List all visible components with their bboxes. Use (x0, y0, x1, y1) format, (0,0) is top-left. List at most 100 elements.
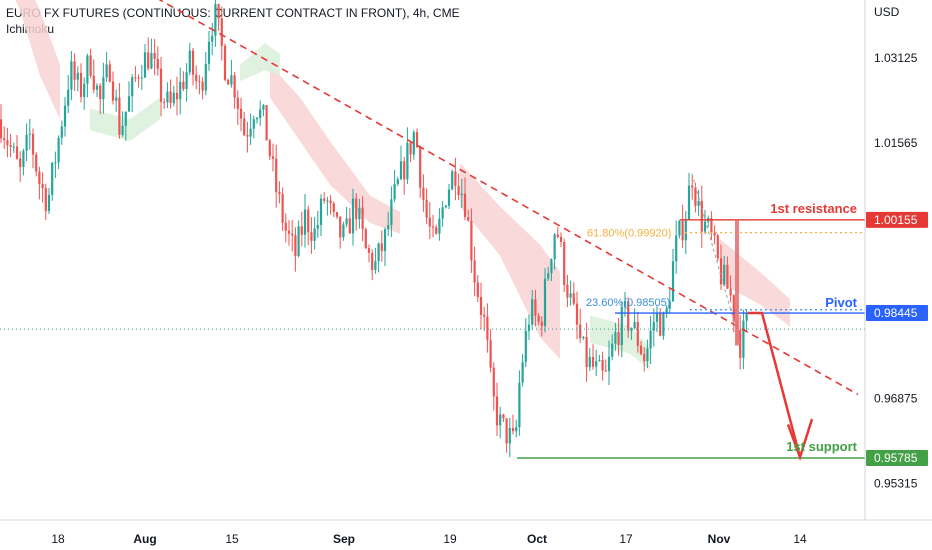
candle-body (521, 362, 524, 383)
pivot-name: Pivot (825, 295, 857, 310)
candle-body (207, 41, 211, 64)
candle-body (367, 248, 371, 253)
candle-body (89, 55, 92, 76)
candle-body (105, 64, 108, 78)
candle-body (476, 282, 479, 298)
candle-body (684, 219, 687, 241)
candle-body (259, 109, 262, 119)
candle-body (83, 83, 86, 97)
candle-body (227, 79, 230, 85)
candle-body (278, 191, 281, 195)
candle-body (726, 264, 729, 289)
candle-body (239, 108, 243, 119)
candle-body (95, 85, 99, 90)
candle-body (646, 348, 649, 362)
candle-body (355, 198, 358, 220)
ichimoku-cloud (15, 0, 790, 370)
candle-body (745, 313, 748, 321)
candle-body (547, 273, 550, 279)
candle-body (195, 74, 198, 81)
candle-body (623, 301, 627, 307)
candle-body (502, 414, 505, 419)
trendline (158, 0, 859, 396)
candle-body (585, 336, 588, 368)
candle-body (473, 260, 476, 283)
candle-body (31, 133, 35, 155)
candle-body (291, 233, 294, 236)
candle-body (262, 105, 265, 110)
candle-body (102, 77, 105, 100)
candle-body (435, 227, 438, 234)
pivot-tag (866, 305, 928, 322)
candle-body (76, 72, 79, 80)
candle-body (230, 75, 233, 85)
candle-body (639, 345, 643, 355)
candle-body (377, 243, 380, 262)
candle-body (633, 321, 636, 329)
candle-body (185, 72, 188, 89)
candle-body (143, 52, 147, 78)
candle-body (175, 92, 179, 100)
candle-body (60, 126, 63, 138)
candle-body (118, 97, 121, 135)
candle-body (38, 171, 41, 185)
candle-body (134, 77, 137, 79)
candle-body (54, 162, 57, 164)
candle-body (454, 171, 457, 186)
candle-body (233, 75, 236, 98)
candle-body (566, 284, 569, 298)
candle-body (319, 198, 323, 225)
support-name: 1st support (786, 439, 857, 454)
x-tick-label: Oct (527, 532, 547, 546)
candle-body (15, 146, 19, 159)
candle-body (316, 224, 319, 229)
candle-body (556, 234, 559, 237)
candle-body (665, 308, 668, 314)
projection-arrow (748, 311, 802, 458)
candle-body (339, 216, 342, 238)
candle-body (361, 207, 364, 230)
candle-body (444, 205, 447, 208)
resistance-value: 1.00155 (874, 213, 918, 227)
candle-body (531, 299, 534, 325)
candle-body (675, 235, 678, 262)
candle-body (550, 259, 553, 274)
candle-body (598, 360, 601, 362)
candle-body (323, 198, 326, 201)
candle-body (329, 200, 332, 204)
candle-body (428, 217, 431, 227)
candle-body (265, 105, 268, 141)
candle-body (335, 212, 339, 217)
candle-body (332, 203, 335, 213)
candle-body (6, 140, 9, 146)
y-tick-label: 0.95315 (874, 477, 918, 491)
candle-body (403, 161, 406, 180)
candle-body (374, 261, 377, 270)
candle-body (422, 187, 425, 200)
candle-body (710, 218, 713, 233)
candle-body (70, 61, 73, 90)
candle-body (284, 222, 287, 231)
candle-body (268, 140, 271, 157)
cloud-bull-1 (240, 42, 280, 82)
candle-body (742, 320, 745, 358)
candle-body (563, 241, 566, 285)
candle-body (553, 234, 556, 260)
x-tick-label: 18 (51, 532, 65, 546)
candle-body (636, 321, 639, 346)
candle-body (390, 199, 393, 226)
candle-body (415, 132, 419, 148)
candle-body (22, 150, 25, 168)
candle-body (47, 194, 51, 211)
candle-body (659, 312, 662, 336)
candle-body (140, 77, 143, 79)
candle-body (607, 356, 611, 372)
x-tick-label: 14 (793, 532, 807, 546)
candle-body (575, 303, 579, 325)
candle-body (211, 35, 214, 42)
candle-body (387, 225, 390, 230)
x-tick-label: Aug (133, 532, 156, 546)
candle-body (358, 207, 361, 220)
candle-body (537, 315, 540, 322)
